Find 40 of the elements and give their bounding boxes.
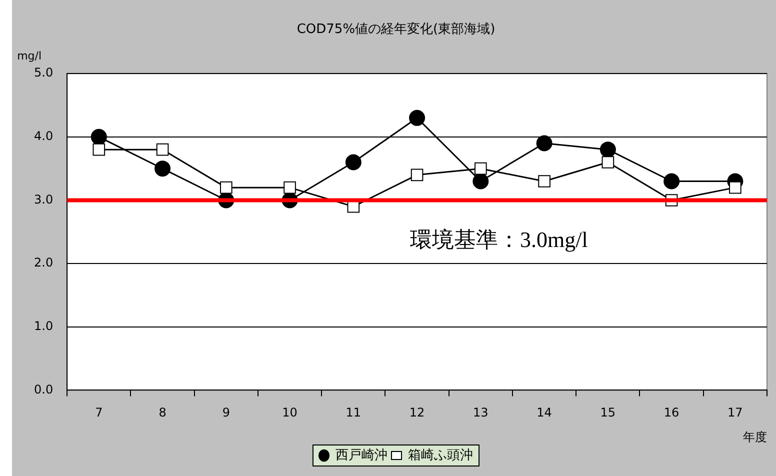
x-axis-title: 年度 bbox=[743, 430, 767, 444]
y-tick-label: 0.0 bbox=[34, 382, 54, 396]
x-tick-label: 15 bbox=[600, 406, 616, 420]
x-tick-label: 9 bbox=[222, 406, 230, 420]
point bbox=[156, 143, 169, 156]
x-tick-label: 11 bbox=[346, 406, 362, 420]
y-tick-label: 2.0 bbox=[34, 256, 54, 270]
point bbox=[154, 160, 171, 177]
point bbox=[536, 135, 552, 152]
y-tick-label: 5.0 bbox=[34, 66, 54, 80]
chart-title: COD75%値の経年変化(東部海域) bbox=[296, 21, 496, 38]
legend-label: 箱崎ふ頭沖 bbox=[408, 448, 473, 463]
x-tick-label: 13 bbox=[473, 406, 488, 420]
y-axis-title: mg/l bbox=[17, 50, 42, 63]
point bbox=[345, 154, 362, 170]
point bbox=[602, 156, 614, 168]
point bbox=[409, 110, 426, 126]
y-tick-label: 4.0 bbox=[34, 129, 54, 144]
x-tick-label: 10 bbox=[282, 406, 298, 420]
point bbox=[729, 181, 742, 194]
point bbox=[410, 168, 424, 182]
x-tick-label: 16 bbox=[664, 406, 680, 420]
point bbox=[92, 143, 106, 156]
y-tick-label: 1.0 bbox=[34, 319, 54, 334]
x-tick-label: 14 bbox=[536, 406, 552, 420]
point bbox=[284, 181, 296, 194]
point bbox=[472, 173, 489, 190]
point bbox=[664, 173, 680, 190]
point bbox=[474, 162, 487, 175]
point bbox=[538, 175, 550, 188]
x-tick-label: 7 bbox=[95, 406, 103, 420]
ref-line-label: 環境基準：3.0mg/l bbox=[410, 227, 588, 252]
x-tick-label: 12 bbox=[409, 406, 425, 420]
point bbox=[220, 181, 232, 194]
x-tick-label: 17 bbox=[728, 406, 743, 420]
legend-label: 西戸崎沖 bbox=[336, 448, 388, 463]
point bbox=[600, 142, 616, 158]
x-tick-label: 8 bbox=[158, 406, 166, 420]
y-tick-label: 3.0 bbox=[34, 192, 54, 206]
point bbox=[90, 128, 107, 145]
